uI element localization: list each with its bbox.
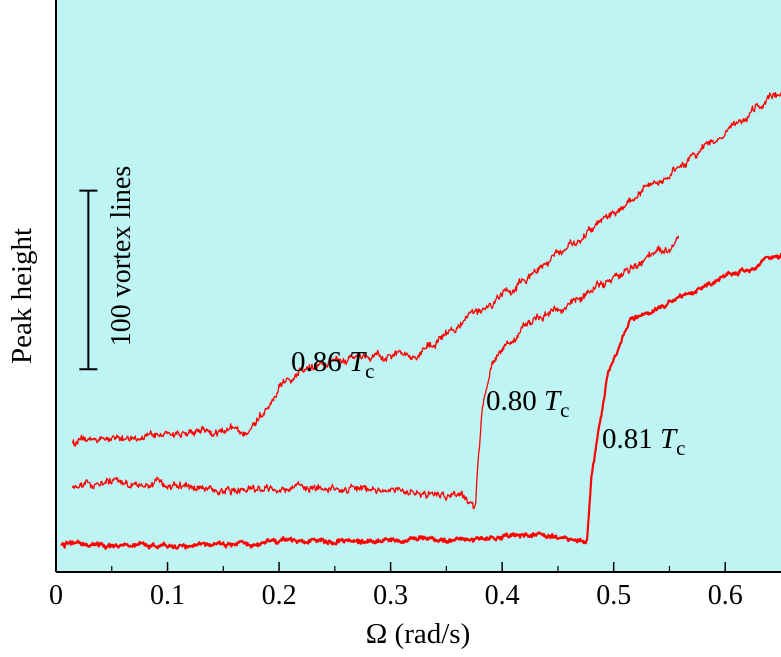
x-tick-label: 0.3 xyxy=(373,580,408,611)
x-ticks-group: 0 0.1 0.2 0.3 0.4 0.5 0.6 xyxy=(49,562,743,611)
x-tick-label: 0.4 xyxy=(485,580,520,611)
plot-area xyxy=(56,0,781,572)
series-label-number: 0.80 xyxy=(486,385,544,417)
series-line-2 xyxy=(60,252,781,550)
series-label-symbol: T xyxy=(349,346,367,378)
series-labels-group: 0.86 Tc0.80 Tc0.81 Tc xyxy=(291,346,685,460)
series-label-subscript: c xyxy=(365,359,374,383)
x-axis-title: Ω (rad/s) xyxy=(366,618,471,650)
x-tick-label: 0 xyxy=(49,580,63,611)
series-label-1: 0.80 Tc xyxy=(486,385,569,422)
series-label-number: 0.86 xyxy=(291,346,349,378)
series-line-0 xyxy=(72,91,781,447)
traces-group xyxy=(60,91,781,550)
series-label-subscript: c xyxy=(676,436,685,460)
series-label-symbol: T xyxy=(544,385,562,417)
x-tick-label: 0.5 xyxy=(596,580,631,611)
series-line-1 xyxy=(72,235,680,510)
series-label-2: 0.81 Tc xyxy=(602,423,685,460)
x-tick-label: 0.2 xyxy=(262,580,297,611)
y-axis-title: Peak height xyxy=(6,228,38,364)
x-tick-label: 0.6 xyxy=(708,580,743,611)
series-label-symbol: T xyxy=(660,423,678,455)
scale-bar: 100 vortex lines xyxy=(79,166,137,371)
series-label-number: 0.81 xyxy=(602,423,660,455)
series-label-subscript: c xyxy=(560,398,569,422)
scale-bar-label: 100 vortex lines xyxy=(106,166,137,346)
x-tick-label: 0.1 xyxy=(150,580,185,611)
series-label-0: 0.86 Tc xyxy=(291,346,374,383)
